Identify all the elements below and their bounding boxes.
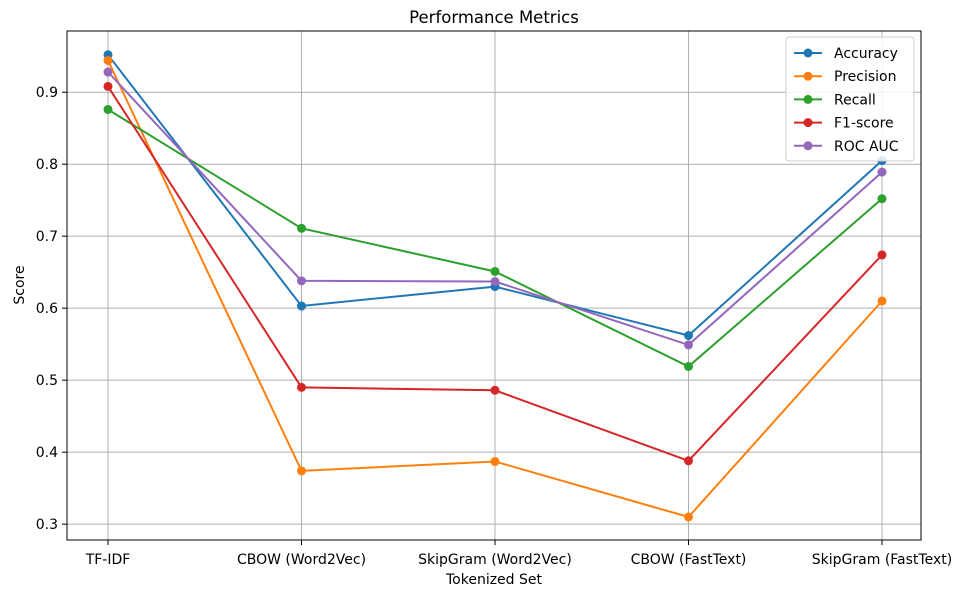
y-tick-label: 0.9	[36, 85, 58, 101]
y-tick-label: 0.3	[36, 517, 58, 533]
series-precision	[103, 56, 887, 522]
y-tick-label: 0.8	[36, 157, 58, 173]
x-tick-label: SkipGram (FastText)	[812, 552, 952, 568]
data-point-f1-score	[297, 382, 306, 392]
x-axis-label: Tokenized Set	[445, 572, 543, 588]
data-point-f1-score	[103, 81, 113, 91]
data-point-roc-auc	[297, 276, 306, 286]
plot-area-border	[66, 30, 922, 541]
x-axis: TF-IDF CBOW (Word2Vec) SkipGram (Word2Vec)…	[85, 540, 952, 568]
data-point-accuracy	[684, 331, 693, 341]
series-layer	[103, 50, 887, 522]
legend-marker-recall	[803, 94, 813, 104]
legend-label-precision: Precision	[834, 69, 896, 85]
data-point-recall	[877, 194, 887, 204]
legend-label-f1-score: F1-score	[834, 116, 894, 132]
x-tick-label: TF-IDF	[85, 552, 131, 568]
data-point-roc-auc	[103, 67, 113, 77]
legend-label-roc-auc: ROC AUC	[834, 139, 899, 155]
data-point-precision	[103, 56, 113, 66]
x-tick-label: SkipGram (Word2Vec)	[418, 552, 572, 568]
data-point-recall	[684, 361, 693, 371]
data-point-precision	[490, 457, 500, 467]
legend-marker-roc-auc	[803, 141, 813, 151]
chart-title: Performance Metrics	[409, 8, 579, 27]
data-point-f1-score	[490, 385, 500, 395]
y-tick-label: 0.6	[36, 301, 58, 317]
data-point-f1-score	[684, 456, 693, 466]
data-point-roc-auc	[877, 167, 887, 177]
data-point-precision	[877, 296, 887, 306]
legend-label-recall: Recall	[834, 92, 876, 108]
x-tick-label: CBOW (Word2Vec)	[237, 552, 366, 568]
data-point-precision	[297, 466, 306, 476]
data-point-precision	[684, 512, 693, 522]
series-f1-score	[103, 81, 887, 466]
series-recall	[103, 104, 887, 371]
x-tick-label: CBOW (FastText)	[631, 552, 747, 568]
legend-marker-f1-score	[803, 118, 813, 128]
data-point-roc-auc	[490, 277, 500, 287]
data-point-recall	[103, 104, 113, 114]
data-point-accuracy	[297, 301, 306, 311]
legend-marker-accuracy	[803, 48, 813, 58]
y-axis: 0.3 0.4 0.5 0.6 0.7 0.8 0.9	[36, 85, 67, 533]
legend-box	[785, 36, 915, 162]
data-point-roc-auc	[684, 340, 693, 350]
data-point-f1-score	[877, 250, 887, 260]
legend-marker-precision	[803, 71, 813, 81]
data-point-recall	[490, 266, 500, 276]
y-tick-label: 0.5	[36, 373, 58, 389]
y-tick-label: 0.7	[36, 229, 58, 245]
series-roc-auc	[103, 67, 887, 350]
legend-label-accuracy: Accuracy	[834, 46, 898, 62]
legend: Accuracy Precision Recall F1-score ROC AUC	[785, 36, 915, 162]
y-axis-label: Score	[12, 265, 28, 304]
data-point-recall	[297, 223, 306, 233]
y-tick-label: 0.4	[36, 445, 58, 461]
